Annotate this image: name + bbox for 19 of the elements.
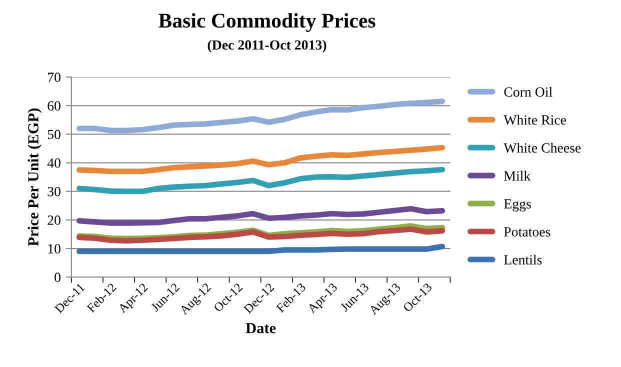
- y-tick-label: 40: [47, 158, 60, 168]
- legend-label: White Cheese: [504, 142, 581, 153]
- y-tick-label: 30: [48, 186, 60, 196]
- y-tick-label: 70: [48, 72, 60, 82]
- y-tick-label: 20: [48, 216, 60, 225]
- legend-label: Milk: [504, 170, 531, 180]
- y-tick-label: 10: [48, 244, 60, 254]
- y-tick-label: 0: [54, 272, 60, 282]
- x-axis-title: Date: [246, 323, 276, 334]
- legend-label: Eggs: [504, 199, 531, 212]
- legend-label: Potatoes: [504, 227, 550, 237]
- legend-label: Corn Oil: [504, 86, 552, 97]
- legend-label: White Rice: [504, 114, 566, 125]
- y-tick-label: 50: [48, 130, 60, 140]
- y-tick-label: 60: [48, 101, 60, 111]
- chart-subtitle: (Dec 2011-Oct 2013): [208, 40, 326, 53]
- y-axis-title: Price Per Unit (EGP): [28, 108, 42, 246]
- legend-label: Lentils: [504, 254, 542, 264]
- chart-title: Basic Commodity Prices: [158, 13, 376, 32]
